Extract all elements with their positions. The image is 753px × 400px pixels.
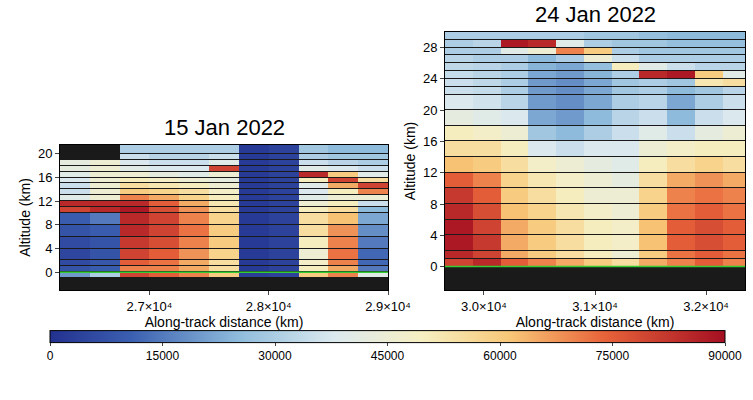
- svg-text:30000: 30000: [258, 349, 292, 363]
- svg-text:3.0×10⁴: 3.0×10⁴: [461, 299, 507, 314]
- svg-text:4: 4: [430, 228, 437, 243]
- svg-text:12: 12: [38, 194, 52, 209]
- svg-text:Along-track distance (km): Along-track distance (km): [516, 314, 675, 330]
- svg-text:0: 0: [45, 265, 52, 280]
- svg-text:2.7×10⁴: 2.7×10⁴: [127, 299, 173, 314]
- svg-text:90000: 90000: [708, 349, 742, 363]
- svg-text:Altitude (km): Altitude (km): [402, 122, 418, 201]
- svg-text:16: 16: [423, 134, 437, 149]
- svg-text:60000: 60000: [483, 349, 517, 363]
- svg-text:15000: 15000: [146, 349, 180, 363]
- svg-text:0: 0: [430, 259, 437, 274]
- svg-text:16: 16: [38, 170, 52, 185]
- svg-text:8: 8: [45, 217, 52, 232]
- svg-text:2.8×10⁴: 2.8×10⁴: [246, 299, 292, 314]
- svg-text:8: 8: [430, 197, 437, 212]
- svg-text:75000: 75000: [596, 349, 630, 363]
- svg-text:24 Jan 2022: 24 Jan 2022: [535, 2, 656, 27]
- svg-text:28: 28: [423, 40, 437, 55]
- svg-text:3.2×10⁴: 3.2×10⁴: [683, 299, 729, 314]
- svg-text:Along-track distance (km): Along-track distance (km): [145, 314, 304, 330]
- svg-text:20: 20: [38, 146, 52, 161]
- svg-text:2.9×10⁴: 2.9×10⁴: [365, 299, 411, 314]
- svg-text:45000: 45000: [371, 349, 405, 363]
- svg-text:3.1×10⁴: 3.1×10⁴: [572, 299, 618, 314]
- svg-text:0: 0: [47, 349, 54, 363]
- svg-text:20: 20: [423, 103, 437, 118]
- svg-text:24: 24: [423, 71, 437, 86]
- svg-text:12: 12: [423, 165, 437, 180]
- svg-text:Altitude (km): Altitude (km): [17, 178, 33, 257]
- svg-text:4: 4: [45, 241, 52, 256]
- svg-text:15 Jan 2022: 15 Jan 2022: [164, 115, 285, 140]
